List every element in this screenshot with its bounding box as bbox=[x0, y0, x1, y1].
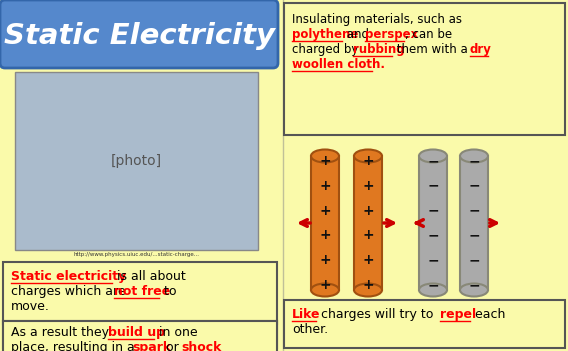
FancyBboxPatch shape bbox=[3, 321, 277, 351]
Text: Insulating materials, such as: Insulating materials, such as bbox=[292, 13, 462, 26]
Ellipse shape bbox=[460, 284, 488, 297]
Text: spark: spark bbox=[132, 341, 171, 351]
Text: move.: move. bbox=[11, 300, 50, 313]
Text: −: − bbox=[468, 229, 480, 243]
Text: and: and bbox=[343, 28, 373, 41]
Text: −: − bbox=[468, 278, 480, 292]
Bar bbox=[419, 156, 447, 290]
Text: −: − bbox=[427, 278, 439, 292]
Text: +: + bbox=[319, 253, 331, 267]
FancyBboxPatch shape bbox=[0, 0, 278, 68]
Text: is all about: is all about bbox=[113, 270, 186, 283]
Text: −: − bbox=[427, 204, 439, 218]
Text: http://www.physics.uiuc.edu/...static-charge...: http://www.physics.uiuc.edu/...static-ch… bbox=[73, 252, 199, 257]
Text: Static Electricity: Static Electricity bbox=[3, 22, 274, 50]
Text: to: to bbox=[160, 285, 177, 298]
Ellipse shape bbox=[354, 284, 382, 297]
Ellipse shape bbox=[419, 284, 447, 297]
Ellipse shape bbox=[311, 150, 339, 163]
FancyBboxPatch shape bbox=[3, 262, 277, 324]
Text: build up: build up bbox=[108, 326, 165, 339]
Text: +: + bbox=[319, 179, 331, 193]
Ellipse shape bbox=[419, 150, 447, 163]
Text: place, resulting in a: place, resulting in a bbox=[11, 341, 139, 351]
Text: +: + bbox=[319, 278, 331, 292]
Text: rubbing: rubbing bbox=[353, 43, 404, 56]
Text: polythene: polythene bbox=[292, 28, 358, 41]
Bar bbox=[354, 156, 382, 290]
Text: +: + bbox=[319, 204, 331, 218]
Text: −: − bbox=[427, 179, 439, 193]
Text: each: each bbox=[471, 308, 506, 321]
Text: +: + bbox=[362, 278, 374, 292]
FancyBboxPatch shape bbox=[284, 3, 565, 135]
Bar bbox=[311, 156, 339, 290]
Text: +: + bbox=[362, 154, 374, 168]
Text: −: − bbox=[468, 204, 480, 218]
FancyBboxPatch shape bbox=[284, 300, 565, 348]
Text: charges will try to: charges will try to bbox=[317, 308, 437, 321]
Text: −: − bbox=[468, 154, 480, 168]
Text: woollen cloth.: woollen cloth. bbox=[292, 58, 385, 71]
Text: charged by: charged by bbox=[292, 43, 362, 56]
Text: +: + bbox=[362, 253, 374, 267]
Text: not free: not free bbox=[114, 285, 170, 298]
Text: them with a: them with a bbox=[393, 43, 471, 56]
Text: other.: other. bbox=[292, 323, 328, 336]
Text: or: or bbox=[162, 341, 183, 351]
Text: dry: dry bbox=[470, 43, 492, 56]
Text: charges which are: charges which are bbox=[11, 285, 130, 298]
Text: +: + bbox=[362, 229, 374, 243]
Text: −: − bbox=[468, 253, 480, 267]
Text: shock: shock bbox=[181, 341, 222, 351]
Text: , can be: , can be bbox=[405, 28, 452, 41]
Bar bbox=[460, 156, 488, 290]
Text: −: − bbox=[427, 229, 439, 243]
Text: +: + bbox=[362, 179, 374, 193]
Ellipse shape bbox=[311, 284, 339, 297]
Text: Static electricity: Static electricity bbox=[11, 270, 126, 283]
Text: +: + bbox=[362, 204, 374, 218]
Text: −: − bbox=[427, 154, 439, 168]
Text: repel: repel bbox=[440, 308, 476, 321]
Text: [photo]: [photo] bbox=[110, 154, 161, 168]
Text: perspex: perspex bbox=[365, 28, 418, 41]
Text: −: − bbox=[468, 179, 480, 193]
Text: −: − bbox=[427, 253, 439, 267]
FancyBboxPatch shape bbox=[3, 321, 277, 348]
Text: Like: Like bbox=[292, 308, 320, 321]
Text: in one: in one bbox=[155, 326, 198, 339]
Text: As a result they: As a result they bbox=[11, 326, 113, 339]
Text: +: + bbox=[319, 229, 331, 243]
FancyBboxPatch shape bbox=[15, 72, 258, 250]
Text: +: + bbox=[319, 154, 331, 168]
Ellipse shape bbox=[460, 150, 488, 163]
Ellipse shape bbox=[354, 150, 382, 163]
